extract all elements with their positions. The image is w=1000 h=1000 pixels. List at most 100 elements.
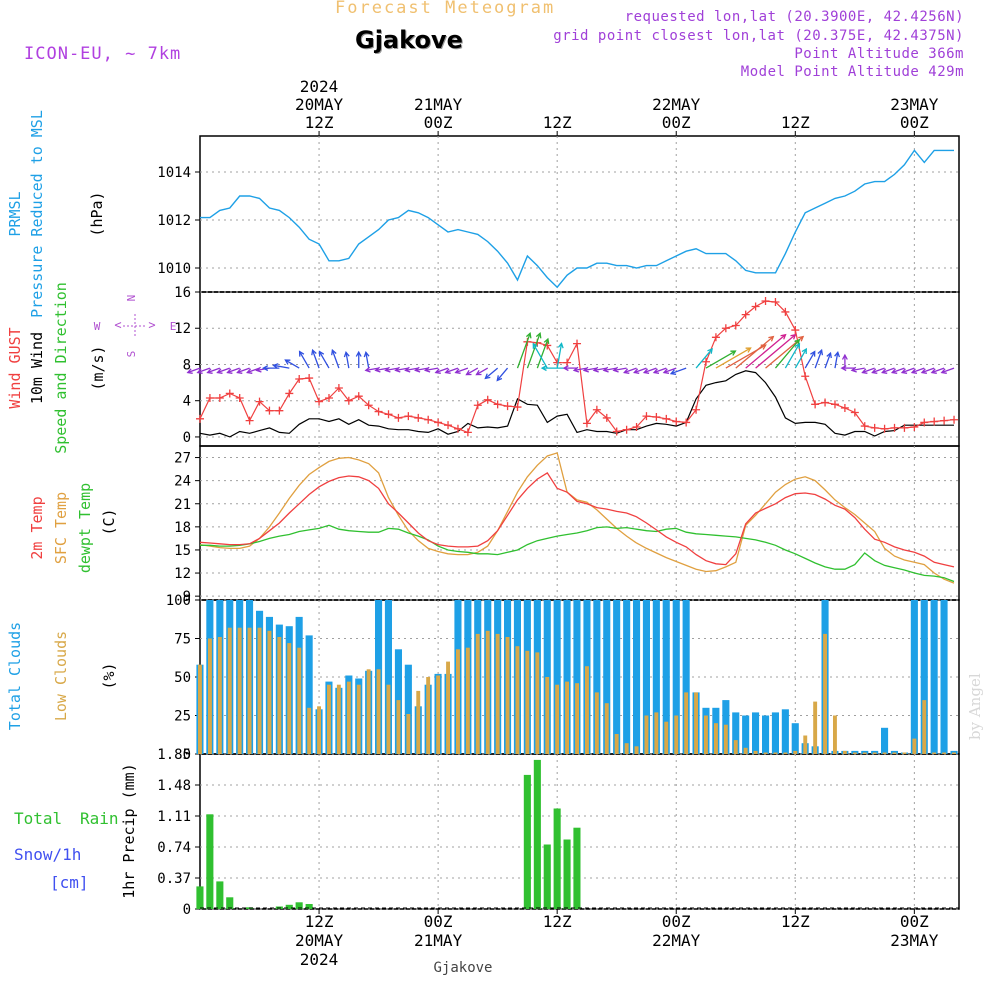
wind-gust-marker	[295, 374, 304, 383]
wind-arrow-head	[532, 342, 538, 349]
wind-direction-arrow	[364, 366, 379, 373]
wind-gust-marker	[305, 374, 314, 383]
wind-arrow-head	[798, 335, 805, 342]
wind-arrow-head	[255, 366, 262, 373]
compass-west-arrow: <	[114, 318, 121, 332]
low-cloud-bar	[842, 750, 847, 754]
total-cloud-bar	[742, 715, 750, 754]
wind-gust-marker	[285, 389, 294, 398]
wind-direction-arrow	[705, 350, 737, 369]
ytick-label-precip-2: 0.74	[157, 840, 191, 856]
wind-direction-arrow	[572, 366, 588, 373]
wind-arrow-head	[900, 368, 908, 374]
wind-direction-arrow	[850, 366, 865, 373]
low-cloud-bar	[396, 700, 401, 754]
wind-direction-arrow	[318, 350, 330, 369]
wind-gust-marker	[324, 393, 333, 402]
time-label-top-date-5: 23MAY	[890, 95, 939, 114]
wind-direction-arrow	[774, 338, 801, 369]
wind-arrow-head	[414, 366, 421, 373]
time-label-top-date-0: 20MAY	[295, 95, 344, 114]
ytick-label-clouds-4: 100	[166, 593, 191, 609]
wind-gust-marker	[513, 403, 522, 412]
wind-direction-arrow	[642, 367, 657, 374]
wind-arrow-head	[881, 368, 888, 374]
wind-arrow-shaft	[901, 367, 915, 374]
wind-arrow-head	[840, 365, 847, 372]
total-cloud-bar	[950, 750, 958, 754]
wind-gust-marker	[434, 418, 443, 427]
low-cloud-bar	[376, 669, 381, 754]
wind-direction-arrow	[196, 367, 211, 374]
wind-direction-arrow	[633, 367, 647, 374]
temperature-axis-label: (C)	[100, 508, 118, 535]
wind-arrow-shaft	[624, 367, 637, 374]
temp-2m-line	[199, 472, 955, 568]
total-cloud-bar	[752, 712, 760, 754]
wind-gust-marker	[672, 417, 681, 426]
wind-direction-arrow	[532, 342, 548, 369]
wind-gust-marker	[652, 413, 661, 422]
time-label-top-year-0: 2024	[300, 77, 339, 96]
wind-gust-marker	[235, 393, 244, 402]
wind-direction-arrow	[363, 350, 370, 369]
ytick-label-pressure-1: 1012	[157, 213, 191, 229]
low-cloud-bar	[733, 740, 738, 754]
wind-gust-marker	[245, 416, 254, 425]
wind-arrow-head	[920, 368, 928, 374]
wind-arrow-head	[930, 368, 937, 374]
ytick-label-precip-3: 1.11	[157, 809, 191, 825]
wind-direction-arrow	[465, 367, 479, 376]
wind-arrow-head	[790, 333, 797, 340]
wind-arrow-shaft	[784, 343, 800, 369]
wind-direction-arrow	[900, 367, 915, 374]
wind-gust-marker	[821, 398, 830, 407]
time-label-bottom-hour-0: 12Z	[305, 912, 334, 931]
wind-arrow-shaft	[227, 367, 240, 374]
wind-arrow-shaft	[526, 333, 541, 369]
low-cloud-bar	[763, 752, 768, 754]
wind-arrow-head	[834, 350, 841, 358]
wind-gust-marker	[344, 396, 353, 405]
wind-direction-arrow	[662, 367, 677, 374]
wind-arrow-shaft	[613, 367, 627, 371]
wind-arrow-head	[236, 368, 243, 374]
snow-label: Snow/1h	[14, 845, 81, 864]
low-cloud-bar	[198, 664, 202, 754]
wind-gust-marker	[225, 389, 234, 398]
wind-arrow-head	[810, 350, 816, 357]
wind-arrow-head	[355, 350, 362, 357]
rain-bar	[553, 808, 561, 909]
wind-direction-arrow	[384, 366, 399, 373]
ytick-label-clouds-1: 25	[174, 709, 191, 725]
wind-arrow-head	[871, 368, 878, 374]
wind-gust-marker	[255, 397, 264, 406]
wind-gust-marker	[592, 405, 601, 414]
wind-direction-arrow	[652, 367, 667, 374]
wind-arrow-head	[318, 350, 325, 357]
wind-direction-arrow	[246, 367, 260, 374]
wind-direction-arrow	[226, 367, 240, 374]
low-cloud-bar	[406, 714, 411, 754]
wind-arrow-head	[730, 350, 737, 356]
wind-direction-arrow	[475, 367, 489, 376]
low-cloud-bar	[505, 637, 510, 754]
time-label-top-hour-5: 00Z	[900, 113, 929, 132]
wind-arrow-shaft	[385, 367, 399, 371]
wind-gust-marker	[265, 406, 274, 415]
time-label-bottom-hour-4: 12Z	[781, 912, 810, 931]
low-cloud-bar	[346, 681, 351, 754]
ytick-label-precip-4: 1.48	[157, 778, 191, 794]
total-cloud-bar	[384, 600, 392, 754]
low-cloud-bar	[664, 721, 669, 754]
ytick-label-temperature-2: 15	[174, 543, 191, 559]
snow-unit-label: [cm]	[50, 873, 89, 892]
wind-direction-arrow	[840, 365, 855, 372]
total-cloud-bar	[642, 600, 650, 754]
wind-direction-arrow	[374, 366, 389, 373]
wind-arrow-head	[444, 368, 451, 374]
wind-direction-arrow	[582, 366, 597, 373]
total-cloud-bar	[881, 727, 889, 754]
clouds-axis-label: (%)	[100, 662, 118, 689]
ytick-label-temperature-1: 12	[174, 566, 191, 582]
